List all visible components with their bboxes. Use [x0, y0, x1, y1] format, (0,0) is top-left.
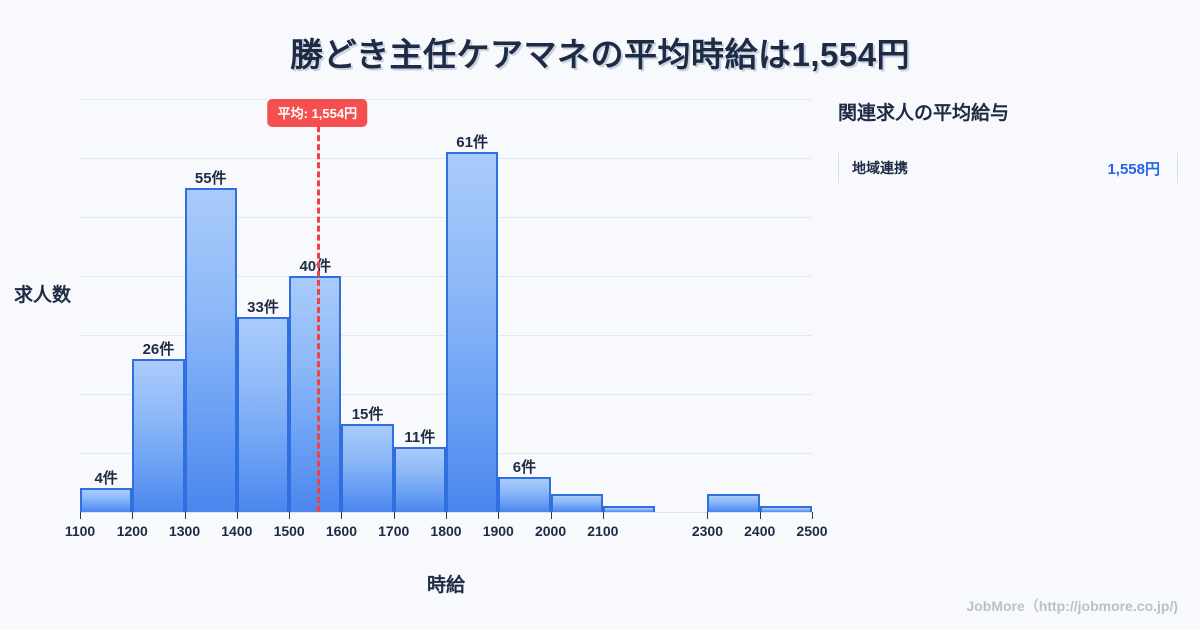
x-axis-title: 時給	[426, 575, 465, 596]
x-tick-label: 1400	[221, 523, 253, 539]
x-tick-label: 1100	[64, 523, 96, 539]
related-salary-list: 地域連携 1,558円	[838, 151, 1178, 185]
mean-badge: 平均: 1,554円	[267, 99, 368, 127]
histogram-bar	[446, 152, 499, 512]
plot-region: 4件 26件 55件 33件 40件 15件 11件 61件 6件 1100 1200 1300 14…	[65, 99, 828, 539]
histogram-bar	[184, 187, 237, 512]
x-tick-label: 2400	[744, 523, 776, 539]
x-tick-label: 1800	[430, 523, 462, 539]
x-tick-mark	[80, 512, 81, 519]
histogram-bar	[759, 506, 812, 512]
x-tick-label: 2300	[691, 523, 723, 539]
bar-value-label: 33件	[247, 299, 279, 317]
x-tick-mark	[498, 512, 500, 519]
histogram-bar	[341, 423, 394, 512]
x-tick-mark	[550, 512, 552, 519]
page-title: 勝どき主任ケアマネの平均時給は1,554円	[289, 36, 911, 73]
histogram-bar	[550, 494, 603, 512]
x-tick-label: 2100	[587, 523, 619, 539]
x-tick-mark	[341, 512, 343, 519]
bar-value-label: 40件	[299, 258, 332, 275]
salary-row-value: 1,558円	[1107, 160, 1160, 178]
histogram-bar	[236, 317, 290, 512]
bar-value-label: 55件	[194, 169, 227, 187]
x-tick-mark	[812, 512, 813, 519]
bar-value-label: 61件	[456, 134, 488, 152]
x-tick-mark	[236, 512, 238, 519]
gridline	[80, 99, 812, 100]
histogram-bar	[393, 447, 446, 512]
x-tick-mark	[393, 512, 395, 519]
related-salary-title: 関連求人の平均給与	[838, 103, 1010, 124]
histogram-bar	[602, 506, 656, 512]
bar-value-label: 26件	[142, 340, 175, 358]
chart-area: 求人数 4件 26件 55件 33件 40件 15件 11件 61件 6件 1100 1200 13…	[0, 90, 830, 596]
x-tick-label: 2000	[534, 523, 567, 539]
related-salary-panel: 関連求人の平均給与 地域連携 1,558円	[838, 98, 1178, 185]
x-tick-mark	[289, 512, 291, 519]
mean-line	[317, 99, 321, 512]
bar-value-label: 4件	[94, 470, 118, 488]
x-tick-label: 1700	[378, 523, 410, 539]
x-tick-label: 1200	[116, 523, 148, 539]
histogram-bar	[289, 276, 342, 512]
footer-watermark: JobMore（http://jobmore.co.jp/)	[966, 598, 1178, 614]
histogram-bar	[707, 494, 760, 512]
x-tick-mark	[446, 512, 447, 519]
bar-value-label: 15件	[351, 405, 384, 423]
x-tick-mark	[602, 512, 604, 519]
x-tick-mark	[707, 512, 709, 519]
histogram-bar	[80, 488, 133, 512]
x-tick-label: 1300	[168, 523, 201, 539]
bar-value-label: 6件	[512, 458, 537, 476]
x-tick-mark	[132, 512, 134, 519]
y-axis-title: 求人数	[14, 285, 72, 306]
histogram-bar	[132, 358, 185, 512]
x-tick-label: 1600	[325, 523, 357, 539]
x-tick-mark	[759, 512, 761, 519]
x-tick-label: 1900	[482, 523, 514, 539]
bar-value-label: 11件	[404, 429, 436, 447]
salary-row: 地域連携 1,558円	[838, 151, 1178, 185]
histogram-bar	[498, 476, 551, 512]
x-tick-mark	[184, 512, 186, 519]
salary-row-name: 地域連携	[852, 160, 908, 176]
x-tick-label: 2500	[796, 523, 828, 539]
x-tick-label: 1500	[273, 523, 305, 539]
